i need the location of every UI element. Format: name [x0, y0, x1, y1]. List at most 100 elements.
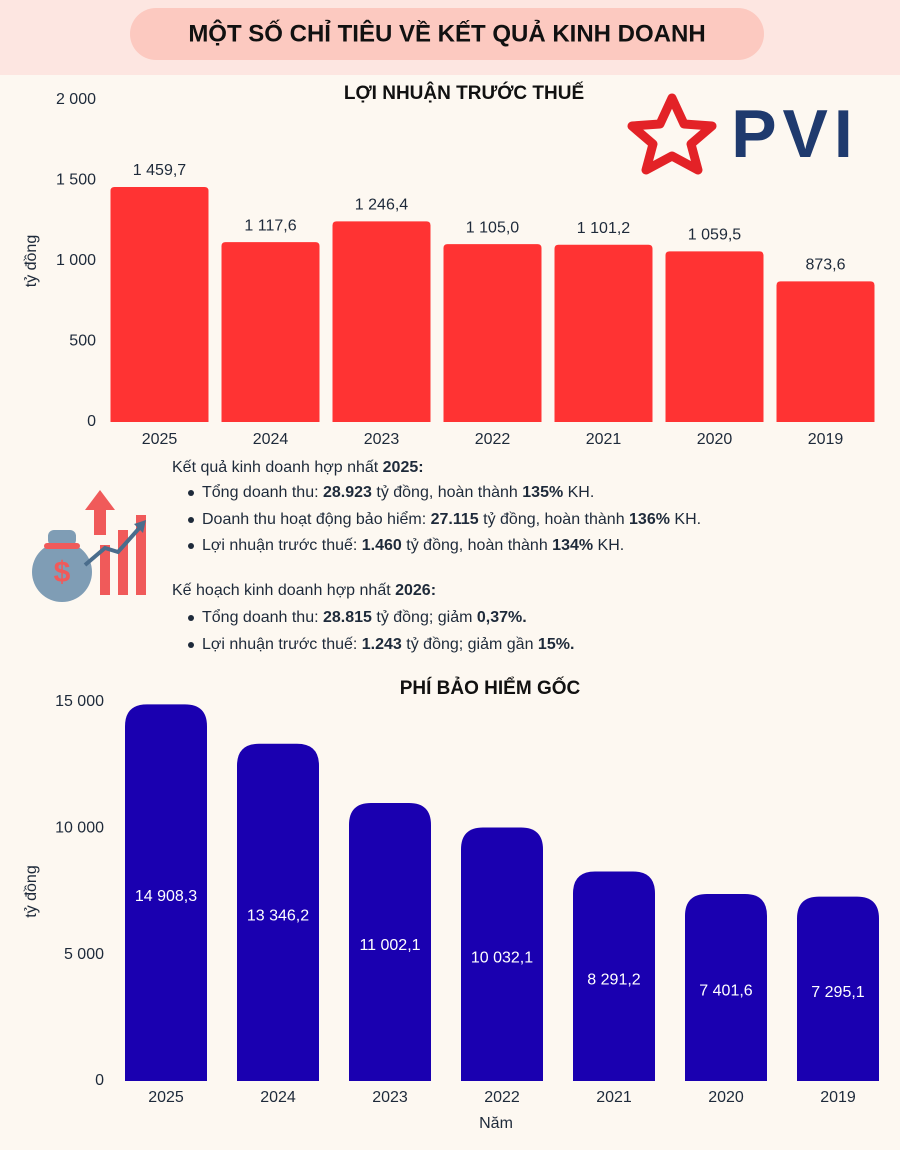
summary-line: Kế hoạch kinh doanh hợp nhất 2026: — [172, 582, 436, 599]
plain-text: tỷ đồng, hoàn thành — [402, 537, 552, 554]
x-tick-label: 2025 — [148, 1089, 184, 1106]
x-tick-label: 2021 — [586, 431, 622, 448]
y-tick-label: 1 500 — [56, 172, 96, 189]
summary-line: Doanh thu hoạt động bảo hiểm: 27.115 tỷ … — [202, 510, 701, 528]
money-icon: $ — [32, 490, 146, 602]
bar — [685, 893, 767, 1081]
summary: Kết quả kinh doanh hợp nhất 2025: Tổng do… — [172, 459, 701, 653]
value-label: 1 059,5 — [688, 227, 741, 244]
bold-text: 28.923 — [323, 484, 372, 501]
x-tick-label: 2023 — [364, 431, 400, 448]
y-tick-label: 2 000 — [56, 91, 96, 108]
bullet — [188, 642, 194, 648]
x-tick-label: 2025 — [142, 431, 178, 448]
bullet — [188, 543, 194, 549]
bar — [349, 803, 431, 1081]
plain-text: tỷ đồng, hoàn thành — [372, 484, 522, 501]
plain-text: Lợi nhuận trước thuế: — [202, 636, 362, 653]
summary-line: Lợi nhuận trước thuế: 1.460 tỷ đồng, hoà… — [202, 537, 624, 554]
bar — [237, 743, 319, 1081]
plain-text: KH. — [670, 511, 701, 528]
x-tick-label: 2021 — [596, 1089, 632, 1106]
summary-line: Tổng doanh thu: 28.923 tỷ đồng, hoàn thà… — [202, 483, 594, 501]
bullet — [188, 517, 194, 523]
value-label: 7 295,1 — [811, 984, 864, 1001]
plain-text: Kết quả kinh doanh hợp nhất — [172, 459, 383, 476]
plain-text: Lợi nhuận trước thuế: — [202, 537, 362, 554]
value-label: 13 346,2 — [247, 908, 309, 925]
x-tick-label: 2019 — [808, 431, 844, 448]
value-label: 8 291,2 — [587, 971, 640, 988]
value-label: 7 401,6 — [699, 983, 752, 1000]
bar — [461, 827, 543, 1081]
bar — [797, 896, 879, 1081]
plain-text: KH. — [563, 484, 594, 501]
logo-text: PVI — [731, 96, 859, 172]
bar — [110, 186, 209, 422]
x-tick-label: 2022 — [475, 431, 511, 448]
bold-text: 28.815 — [323, 609, 372, 626]
plain-text: tỷ đồng; giảm gần — [402, 636, 538, 653]
x-tick-label: 2020 — [697, 431, 733, 448]
y-tick-label: 500 — [69, 333, 96, 350]
summary-line: Kết quả kinh doanh hợp nhất 2025: — [172, 459, 424, 476]
page-title: MỘT SỐ CHỈ TIÊU VỀ KẾT QUẢ KINH DOANH — [188, 18, 705, 47]
plain-text: tỷ đồng; giảm — [372, 609, 477, 626]
bar — [332, 221, 431, 422]
chart-title: LỢI NHUẬN TRƯỚC THUẾ — [344, 82, 584, 104]
x-tick-label: 2019 — [820, 1089, 856, 1106]
chart-title: PHÍ BẢO HIỂM GỐC — [400, 677, 581, 699]
value-label: 1 117,6 — [244, 217, 296, 234]
y-axis-label: tỷ đồng — [23, 235, 40, 287]
value-label: 1 459,7 — [133, 162, 186, 179]
plain-text: Doanh thu hoạt động bảo hiểm: — [202, 510, 431, 528]
plain-text: Tổng doanh thu: — [202, 608, 323, 626]
bold-text: 1.243 — [362, 636, 402, 653]
y-axis-label: tỷ đồng — [23, 865, 40, 917]
bold-text: 27.115 — [431, 511, 479, 528]
x-tick-label: 2024 — [260, 1089, 296, 1106]
value-label: 1 246,4 — [355, 197, 408, 214]
plain-text: Tổng doanh thu: — [202, 483, 323, 501]
y-tick-label: 1 000 — [56, 252, 96, 269]
plain-text: Kế hoạch kinh doanh hợp nhất — [172, 582, 395, 599]
x-axis-label: Năm — [479, 1115, 513, 1132]
value-label: 14 908,3 — [135, 888, 197, 905]
bold-text: 2026: — [395, 582, 436, 599]
x-tick-label: 2024 — [253, 431, 289, 448]
bar — [443, 244, 542, 422]
y-tick-label: 0 — [95, 1072, 104, 1089]
summary-line: Lợi nhuận trước thuế: 1.243 tỷ đồng; giả… — [202, 636, 574, 653]
bold-text: 1.460 — [362, 537, 402, 554]
value-label: 11 002,1 — [359, 937, 420, 954]
plain-text: KH. — [593, 537, 624, 554]
bar — [125, 704, 207, 1081]
header-pill — [130, 8, 764, 60]
y-tick-label: 0 — [87, 413, 96, 430]
bold-text: 2025: — [383, 459, 424, 476]
bar — [554, 244, 653, 422]
bold-text: 134% — [552, 537, 593, 554]
bar — [665, 251, 764, 422]
svg-text:$: $ — [54, 556, 71, 589]
value-label: 10 032,1 — [471, 949, 533, 966]
bold-text: 15%. — [538, 636, 574, 653]
plain-text: tỷ đồng, hoàn thành — [479, 511, 629, 528]
bar — [221, 242, 320, 422]
x-tick-label: 2022 — [484, 1089, 520, 1106]
bar — [776, 281, 875, 422]
bold-text: 136% — [629, 511, 670, 528]
value-label: 1 101,2 — [577, 220, 630, 237]
bullet — [188, 615, 194, 621]
value-label: 873,6 — [805, 257, 845, 274]
value-label: 1 105,0 — [466, 219, 519, 236]
y-tick-label: 5 000 — [64, 946, 104, 963]
y-tick-label: 10 000 — [55, 820, 104, 837]
y-tick-label: 15 000 — [55, 693, 104, 710]
bullet — [188, 490, 194, 496]
bold-text: 135% — [522, 484, 563, 501]
logo: PVI — [627, 93, 859, 175]
x-tick-label: 2020 — [708, 1089, 744, 1106]
